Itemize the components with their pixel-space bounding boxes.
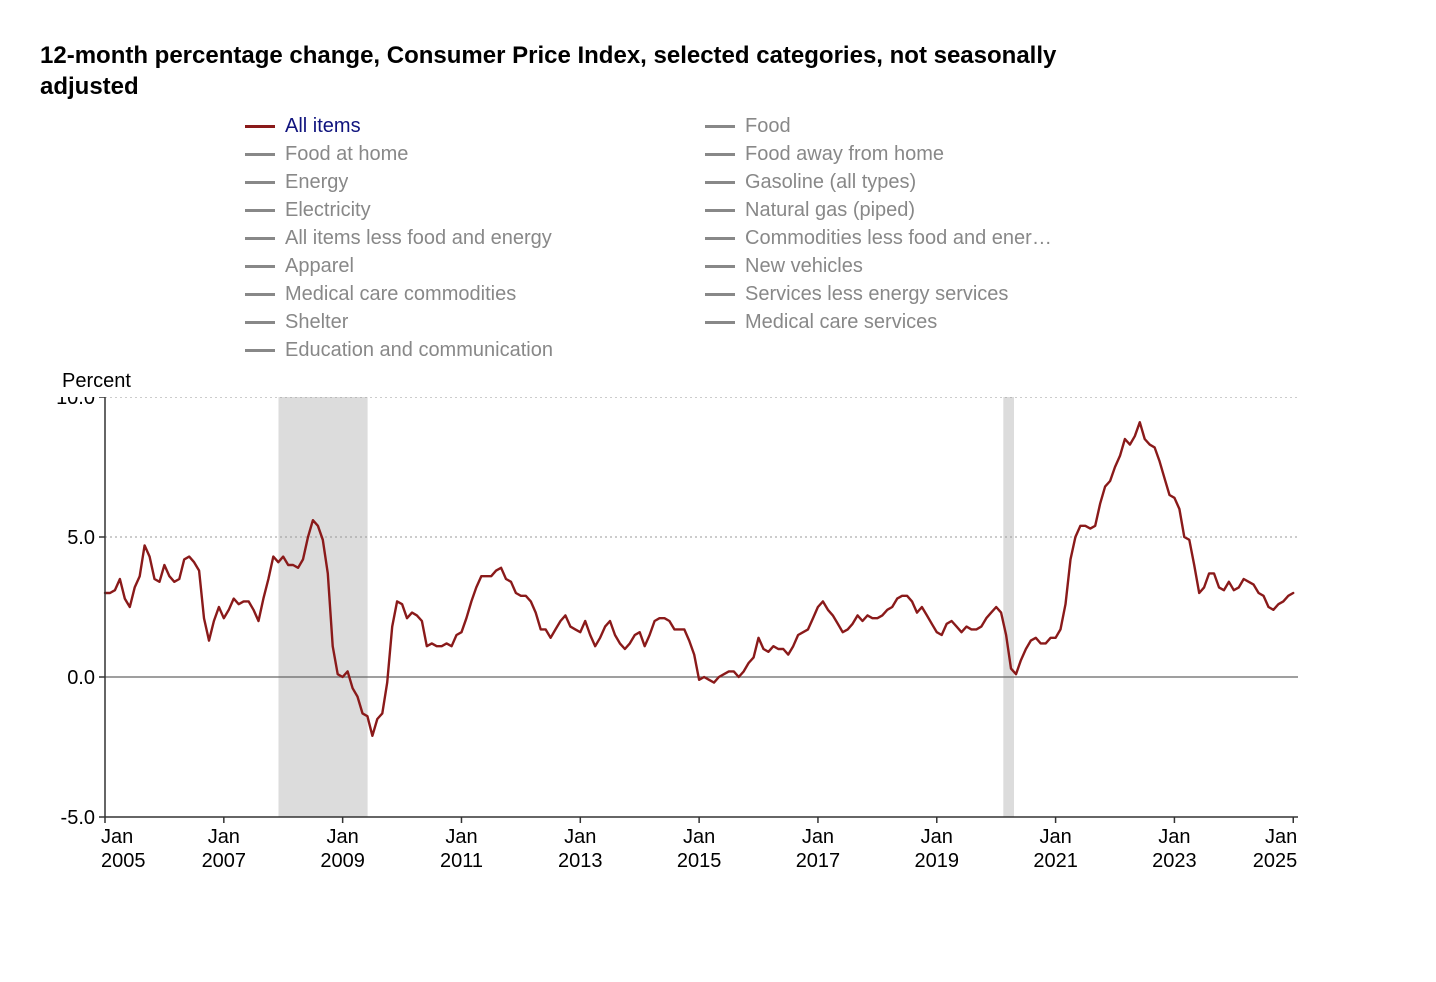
x-tick-month: Jan	[1158, 826, 1190, 848]
x-tick-year: 2009	[320, 850, 365, 867]
legend-item[interactable]: Food	[705, 112, 1165, 140]
legend-item[interactable]: New vehicles	[705, 252, 1165, 280]
y-tick-label: 0.0	[67, 667, 95, 689]
legend-swatch	[245, 181, 275, 184]
legend-label: Gasoline (all types)	[745, 171, 916, 194]
legend-label: All items	[285, 115, 361, 138]
line-chart-svg: -5.0 0.0 5.0 10.0 Jan 2005 Jan 2007 Jan 2009 Jan 20…	[40, 397, 1300, 867]
legend-item[interactable]: Services less energy services	[705, 280, 1165, 308]
legend-label: Education and communication	[285, 339, 553, 362]
legend-swatch	[245, 153, 275, 156]
legend-label: Apparel	[285, 255, 354, 278]
legend-swatch	[245, 349, 275, 352]
legend-swatch	[705, 125, 735, 128]
legend-item[interactable]: All items	[245, 112, 705, 140]
legend-item[interactable]: Food at home	[245, 140, 705, 168]
legend-swatch	[705, 293, 735, 296]
x-tick-year: 2025	[1253, 850, 1298, 867]
x-tick-year: 2015	[677, 850, 722, 867]
x-tick-month: Jan	[564, 826, 596, 848]
legend-item[interactable]: Shelter	[245, 308, 705, 336]
legend-item[interactable]: Medical care services	[705, 308, 1165, 336]
legend-label: Commodities less food and ener…	[745, 227, 1052, 250]
y-tick-label: 10.0	[56, 397, 95, 409]
chart-title: 12-month percentage change, Consumer Pri…	[40, 40, 1160, 102]
legend-swatch	[705, 153, 735, 156]
legend-swatch	[705, 237, 735, 240]
x-tick-month: Jan	[802, 826, 834, 848]
chart-container: 12-month percentage change, Consumer Pri…	[0, 0, 1436, 907]
legend-swatch	[245, 209, 275, 212]
legend-item[interactable]: Electricity	[245, 196, 705, 224]
legend-swatch	[245, 237, 275, 240]
x-tick-month: Jan	[921, 826, 953, 848]
legend-swatch	[245, 293, 275, 296]
legend-label: Food at home	[285, 143, 408, 166]
x-tick-month: Jan	[327, 826, 359, 848]
legend-item[interactable]: Food away from home	[705, 140, 1165, 168]
legend-item[interactable]: Commodities less food and ener…	[705, 224, 1165, 252]
x-tick-year: 2013	[558, 850, 603, 867]
y-tick-label: 5.0	[67, 527, 95, 549]
legend-item[interactable]: Apparel	[245, 252, 705, 280]
legend-label: Food	[745, 115, 791, 138]
x-tick-month: Jan	[208, 826, 240, 848]
legend-label: Food away from home	[745, 143, 944, 166]
recession-band	[278, 397, 367, 817]
legend-item[interactable]: Energy	[245, 168, 705, 196]
legend-item[interactable]: All items less food and energy	[245, 224, 705, 252]
legend-swatch	[245, 321, 275, 324]
legend-item[interactable]: Medical care commodities	[245, 280, 705, 308]
legend-column-right: Food Food away from home Gasoline (all typ…	[705, 112, 1165, 364]
legend-label: Natural gas (piped)	[745, 199, 915, 222]
legend-item[interactable]: Natural gas (piped)	[705, 196, 1165, 224]
legend-swatch	[705, 181, 735, 184]
recession-band	[1003, 397, 1014, 817]
x-tick-month: Jan	[1039, 826, 1071, 848]
legend-label: Medical care services	[745, 311, 937, 334]
chart-legend: All items Food at home Energy Electricity Al…	[245, 112, 1396, 364]
legend-label: Services less energy services	[745, 283, 1008, 306]
x-tick-year: 2017	[796, 850, 841, 867]
legend-label: New vehicles	[745, 255, 863, 278]
y-axis-title: Percent	[62, 370, 1396, 393]
x-tick-year: 2023	[1152, 850, 1197, 867]
legend-label: Medical care commodities	[285, 283, 516, 306]
x-tick-month: Jan	[445, 826, 477, 848]
x-tick-year: 2005	[101, 850, 146, 867]
legend-label: Energy	[285, 171, 348, 194]
x-tick-month: Jan	[683, 826, 715, 848]
y-tick-label: -5.0	[61, 807, 95, 829]
x-tick-month: Jan	[1265, 826, 1297, 848]
legend-item[interactable]: Education and communication	[245, 336, 705, 364]
legend-label: Electricity	[285, 199, 371, 222]
legend-swatch	[705, 265, 735, 268]
legend-item[interactable]: Gasoline (all types)	[705, 168, 1165, 196]
chart-plot-area: -5.0 0.0 5.0 10.0 Jan 2005 Jan 2007 Jan 2009 Jan 20…	[40, 397, 1396, 867]
legend-swatch	[245, 125, 275, 128]
x-tick-month: Jan	[101, 826, 133, 848]
legend-column-left: All items Food at home Energy Electricity Al…	[245, 112, 705, 364]
legend-label: All items less food and energy	[285, 227, 552, 250]
legend-swatch	[245, 265, 275, 268]
x-tick-year: 2007	[202, 850, 247, 867]
x-tick-year: 2011	[440, 850, 483, 867]
legend-swatch	[705, 321, 735, 324]
legend-swatch	[705, 209, 735, 212]
legend-label: Shelter	[285, 311, 348, 334]
x-tick-year: 2019	[915, 850, 960, 867]
x-tick-year: 2021	[1033, 850, 1078, 867]
